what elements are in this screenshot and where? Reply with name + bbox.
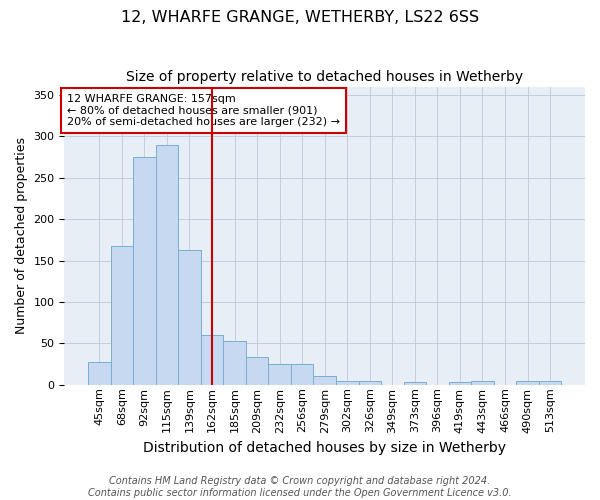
Bar [471, 380, 494, 385]
Bar [88, 362, 110, 385]
X-axis label: Distribution of detached houses by size in Wetherby: Distribution of detached houses by size … [143, 441, 506, 455]
Bar [359, 380, 381, 385]
Bar [404, 382, 426, 385]
Bar [155, 144, 178, 385]
Bar [246, 358, 268, 385]
Bar [110, 246, 133, 385]
Bar [539, 382, 562, 385]
Bar [268, 364, 291, 385]
Bar [178, 250, 201, 385]
Bar [223, 341, 246, 385]
Y-axis label: Number of detached properties: Number of detached properties [15, 137, 28, 334]
Bar [201, 335, 223, 385]
Bar [516, 382, 539, 385]
Bar [133, 157, 155, 385]
Text: Contains HM Land Registry data © Crown copyright and database right 2024.
Contai: Contains HM Land Registry data © Crown c… [88, 476, 512, 498]
Bar [336, 380, 359, 385]
Bar [291, 364, 313, 385]
Text: 12, WHARFE GRANGE, WETHERBY, LS22 6SS: 12, WHARFE GRANGE, WETHERBY, LS22 6SS [121, 10, 479, 25]
Text: 12 WHARFE GRANGE: 157sqm
← 80% of detached houses are smaller (901)
20% of semi-: 12 WHARFE GRANGE: 157sqm ← 80% of detach… [67, 94, 340, 127]
Bar [449, 382, 471, 385]
Bar [313, 376, 336, 385]
Title: Size of property relative to detached houses in Wetherby: Size of property relative to detached ho… [126, 70, 523, 84]
